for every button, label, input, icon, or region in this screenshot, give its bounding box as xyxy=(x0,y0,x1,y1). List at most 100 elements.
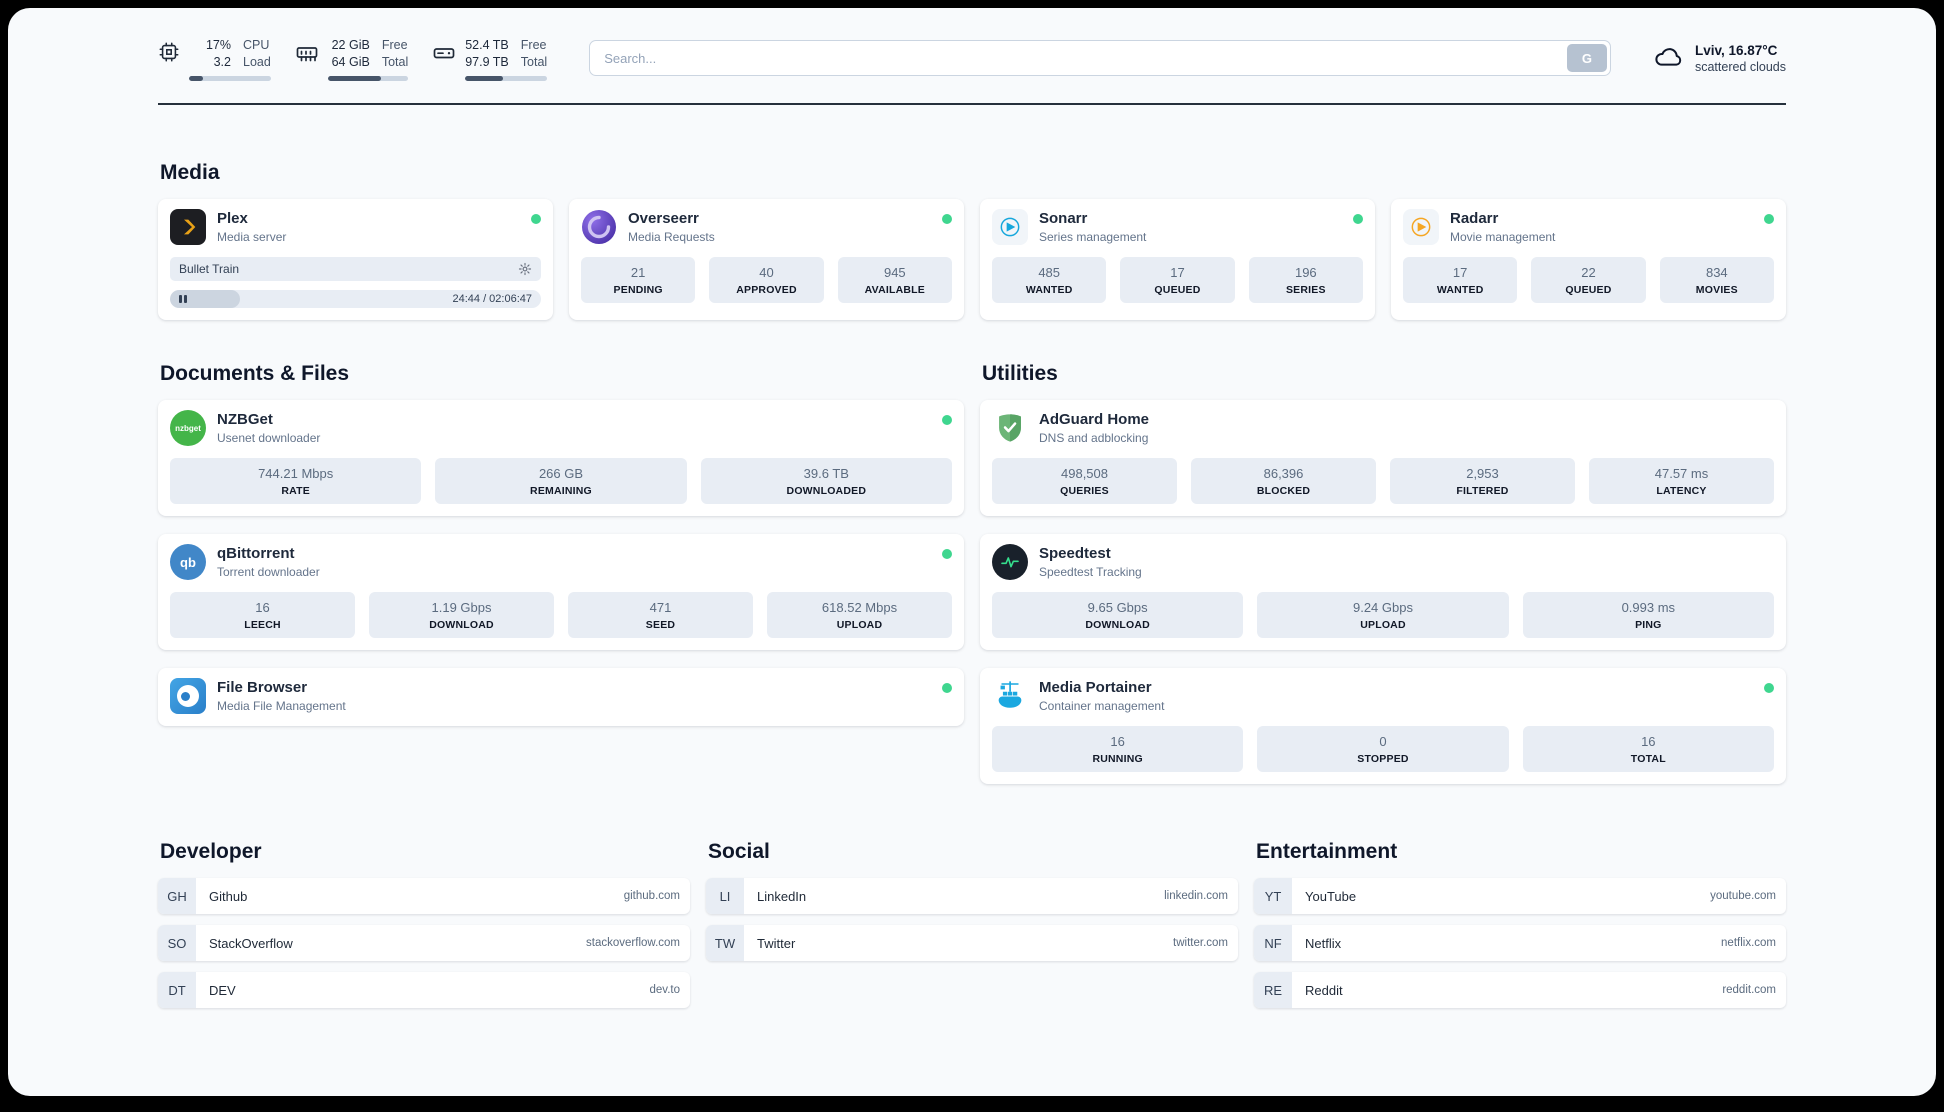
service-card-speedtest[interactable]: Speedtest Speedtest Tracking 9.65 Gbps DO… xyxy=(980,534,1786,651)
stat-queued: 17 QUEUED xyxy=(1120,257,1235,304)
memory-total-value: 64 GiB xyxy=(331,54,370,69)
bookmark-abbr: YT xyxy=(1254,878,1292,915)
service-card-sonarr[interactable]: Sonarr Series management 485 WANTED 17 QUE… xyxy=(980,199,1375,321)
search-input[interactable] xyxy=(589,40,1611,76)
bookmark-reddit[interactable]: RE Reddit reddit.com xyxy=(1254,972,1786,1009)
stat-latency: 47.57 ms LATENCY xyxy=(1589,458,1774,505)
status-dot xyxy=(1353,214,1363,225)
overseerr-icon xyxy=(581,209,617,245)
stat-wanted: 17 WANTED xyxy=(1403,257,1518,304)
gear-icon[interactable] xyxy=(518,262,532,276)
service-subtitle: Usenet downloader xyxy=(217,431,321,446)
stat-available: 945 AVAILABLE xyxy=(837,257,952,304)
bookmark-name: Netflix xyxy=(1305,935,1342,951)
service-card-nzbget[interactable]: nzbget NZBGet Usenet downloader 744.21 M… xyxy=(158,400,964,517)
speedtest-icon xyxy=(992,544,1028,581)
bookmark-youtube[interactable]: YT YouTube youtube.com xyxy=(1254,878,1786,915)
bookmark-abbr: SO xyxy=(158,925,196,962)
section-title-documents: Documents & Files xyxy=(160,362,350,386)
section-utilities: Utilities AdGuard Home DNS and adblockin… xyxy=(980,362,1786,785)
playback-progress: 24:44 / 02:06:47 xyxy=(170,290,541,309)
memory-progress-fill xyxy=(327,76,381,82)
section-title-developer: Developer xyxy=(160,840,262,864)
pause-icon xyxy=(179,295,187,304)
bookmarks: Developer GH Github github.com SO StackO… xyxy=(158,840,1786,1019)
disk-icon xyxy=(432,41,456,81)
service-name: Media Portainer xyxy=(1039,679,1152,697)
status-dot xyxy=(942,683,952,694)
memory-icon xyxy=(295,41,319,81)
section-media: Media Plex Media server Bullet Train xyxy=(158,161,1786,321)
bookmark-abbr: LI xyxy=(706,878,744,915)
cpu-progress-bar xyxy=(189,76,271,82)
status-dot xyxy=(531,214,541,225)
stat-leech: 16 LEECH xyxy=(170,592,355,639)
stat-approved: 40 APPROVED xyxy=(709,257,824,304)
portainer-icon xyxy=(992,678,1028,714)
service-subtitle: Torrent downloader xyxy=(217,565,320,580)
section-title-utilities: Utilities xyxy=(982,362,1058,386)
adguard-icon xyxy=(992,410,1028,446)
cloud-icon xyxy=(1653,40,1685,77)
bookmark-name: Github xyxy=(209,888,248,904)
status-dot xyxy=(1764,214,1774,225)
service-subtitle: Media Requests xyxy=(628,230,715,245)
weather-condition: scattered clouds xyxy=(1694,60,1786,74)
service-card-adguard[interactable]: AdGuard Home DNS and adblocking 498,508 Q… xyxy=(980,400,1786,517)
stat-seed: 471 SEED xyxy=(568,592,753,639)
bookmark-abbr: NF xyxy=(1254,925,1292,962)
memory-free-value: 22 GiB xyxy=(331,38,370,52)
sonarr-icon xyxy=(992,209,1028,246)
section-title-social: Social xyxy=(708,840,770,864)
bookmark-name: Reddit xyxy=(1305,982,1343,998)
service-card-qbittorrent[interactable]: qb qBittorrent Torrent downloader 16 LEEC… xyxy=(158,534,964,651)
stat-rate: 744.21 Mbps RATE xyxy=(170,458,422,505)
disk-total-label: Total xyxy=(520,54,548,69)
stat-downloaded: 39.6 TB DOWNLOADED xyxy=(700,458,952,505)
service-subtitle: Media server xyxy=(217,230,287,245)
service-subtitle: Series management xyxy=(1039,230,1147,245)
weather-widget: Lviv, 16.87°C scattered clouds xyxy=(1653,40,1786,77)
service-name: Radarr xyxy=(1450,210,1499,228)
bookmark-linkedin[interactable]: LI LinkedIn linkedin.com xyxy=(706,878,1238,915)
bookmark-github[interactable]: GH Github github.com xyxy=(158,878,690,915)
section-title-entertainment: Entertainment xyxy=(1256,840,1398,864)
search-provider-button[interactable]: G xyxy=(1566,44,1607,72)
cpu-load-value: 3.2 xyxy=(213,54,231,69)
bookmark-twitter[interactable]: TW Twitter twitter.com xyxy=(706,925,1238,962)
bookmark-group-entertainment: Entertainment YT YouTube youtube.com NF … xyxy=(1254,840,1786,1019)
service-name: NZBGet xyxy=(217,411,273,429)
bookmark-abbr: DT xyxy=(158,972,196,1009)
service-card-plex[interactable]: Plex Media server Bullet Train 24:44 / 0… xyxy=(158,199,553,321)
bookmark-name: YouTube xyxy=(1305,888,1357,904)
stat-queries: 498,508 QUERIES xyxy=(992,458,1177,505)
bookmark-group-developer: Developer GH Github github.com SO StackO… xyxy=(158,840,690,1019)
dashboard: 17% 3.2 CPU Load 22 GiB xyxy=(8,8,1936,1096)
playback-progress-fill xyxy=(170,290,241,309)
weather-location: Lviv, 16.87°C xyxy=(1694,43,1778,58)
bookmark-stackoverflow[interactable]: SO StackOverflow stackoverflow.com xyxy=(158,925,690,962)
disk-progress-fill xyxy=(465,76,503,82)
service-name: Speedtest xyxy=(1039,545,1111,563)
bookmark-dev[interactable]: DT DEV dev.to xyxy=(158,972,690,1009)
stat-upload: 9.24 Gbps UPLOAD xyxy=(1257,592,1509,639)
service-name: qBittorrent xyxy=(217,545,295,563)
radarr-icon xyxy=(1403,209,1439,246)
status-dot xyxy=(942,214,952,225)
section-title-media: Media xyxy=(160,161,220,185)
now-playing-title: Bullet Train xyxy=(179,262,240,277)
service-card-radarr[interactable]: Radarr Movie management 17 WANTED 22 QUEUE… xyxy=(1391,199,1786,321)
search: G xyxy=(589,40,1611,76)
service-card-portainer[interactable]: Media Portainer Container management 16 R… xyxy=(980,668,1786,785)
stat-upload: 618.52 Mbps UPLOAD xyxy=(767,592,952,639)
bookmark-name: StackOverflow xyxy=(209,935,293,951)
bookmark-abbr: RE xyxy=(1254,972,1292,1009)
bookmark-netflix[interactable]: NF Netflix netflix.com xyxy=(1254,925,1786,962)
service-card-filebrowser[interactable]: File Browser Media File Management xyxy=(158,668,964,727)
service-name: AdGuard Home xyxy=(1039,411,1150,429)
playback-time: 24:44 / 02:06:47 xyxy=(452,293,532,306)
bookmark-name: DEV xyxy=(209,982,236,998)
service-subtitle: Media File Management xyxy=(217,699,346,714)
service-name: File Browser xyxy=(217,679,308,697)
service-card-overseerr[interactable]: Overseerr Media Requests 21 PENDING 40 APP… xyxy=(569,199,964,321)
